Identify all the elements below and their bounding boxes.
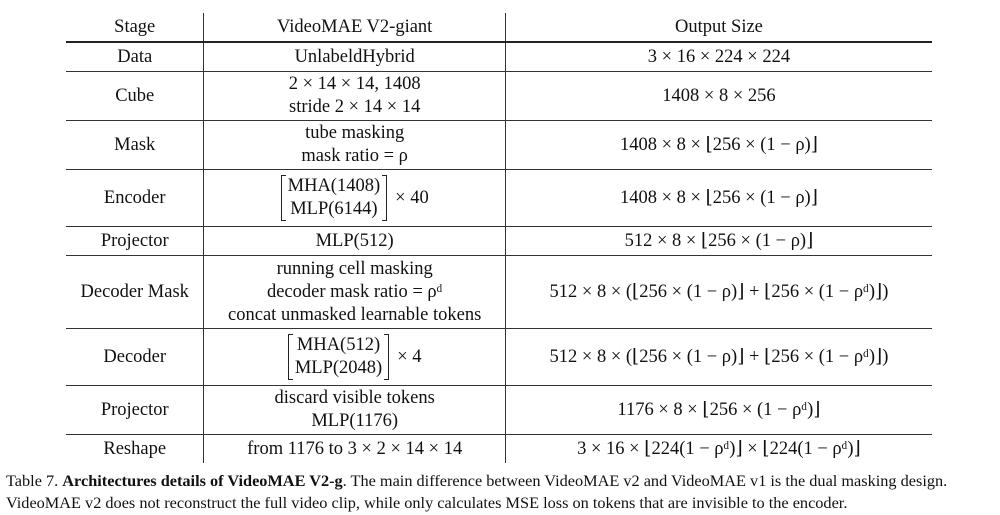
table-row: Data UnlabeldHybrid 3 × 16 × 224 × 224 xyxy=(66,42,932,72)
matrix-bracket: MHA(1408) MLP(6144) xyxy=(280,175,388,221)
config-line: decoder mask ratio = ρᵈ xyxy=(266,281,443,302)
caption-title: Architectures details of VideoMAE V2-g xyxy=(62,471,343,490)
config-line: stride 2 × 14 × 14 xyxy=(289,97,421,117)
table-row: Encoder MHA(1408) MLP(6144) × 40 1408 × … xyxy=(66,169,932,227)
config-cell: MHA(1408) MLP(6144) × 40 xyxy=(203,169,506,227)
output-cell: 512 × 8 × (⌊256 × (1 − ρ)⌋ + ⌊256 × (1 −… xyxy=(549,346,889,367)
table-row: Decoder MHA(512) MLP(2048) × 4 512 × 8 ×… xyxy=(66,328,932,386)
matrix-entry: MHA(512) xyxy=(296,335,381,355)
table-row: Decoder Mask running cell masking decode… xyxy=(66,255,932,329)
stage-cell: Decoder Mask xyxy=(80,281,189,302)
header-stage: Stage xyxy=(114,16,156,37)
config-cell: tube masking mask ratio = ρ xyxy=(203,120,506,170)
config-line: MLP(1176) xyxy=(311,411,399,431)
stage-cell: Cube xyxy=(115,85,155,106)
stage-cell: Projector xyxy=(100,230,169,251)
output-cell: 1408 × 8 × 256 xyxy=(662,85,776,106)
config-line: running cell masking xyxy=(276,258,433,279)
header-output-size: Output Size xyxy=(675,16,763,37)
table-row: Projector MLP(512) 512 × 8 × ⌊256 × (1 −… xyxy=(66,226,932,256)
config-line: discard visible tokens xyxy=(274,388,435,408)
config-line: tube masking xyxy=(305,123,405,143)
caption-text: . The main difference between VideoMAE v… xyxy=(6,471,948,512)
stage-cell: Projector xyxy=(100,399,169,420)
table-row: Cube 2 × 14 × 14, 1408 stride 2 × 14 × 1… xyxy=(66,71,932,121)
stage-cell: Reshape xyxy=(103,438,167,459)
matrix-entry: MLP(6144) xyxy=(290,199,378,219)
stage-cell: Decoder xyxy=(103,346,167,367)
matrix-bracket: MHA(512) MLP(2048) xyxy=(287,334,390,380)
output-cell: 3 × 16 × 224 × 224 xyxy=(647,46,791,67)
stage-cell: Data xyxy=(117,46,153,67)
matrix-entry: MLP(2048) xyxy=(294,358,383,378)
matrix-entry: MHA(1408) xyxy=(287,176,381,196)
output-cell: 1408 × 8 × ⌊256 × (1 − ρ)⌋ xyxy=(619,187,818,208)
matrix-multiplier: × 4 xyxy=(397,346,422,367)
config-cell: running cell masking decoder mask ratio … xyxy=(203,255,506,329)
config-cell: MLP(512) xyxy=(203,226,506,256)
architecture-table: Stage VideoMAE V2-giant Output Size Data… xyxy=(66,13,932,463)
caption-label: Table 7. xyxy=(6,471,59,490)
config-line: from 1176 to 3 × 2 × 14 × 14 xyxy=(247,438,463,459)
table-row: Projector discard visible tokens MLP(117… xyxy=(66,385,932,435)
stage-cell: Mask xyxy=(114,134,156,155)
table-row: Mask tube masking mask ratio = ρ 1408 × … xyxy=(66,120,932,170)
config-line: UnlabeldHybrid xyxy=(294,46,415,67)
table-row: Reshape from 1176 to 3 × 2 × 14 × 14 3 ×… xyxy=(66,434,932,463)
table-header-row: Stage VideoMAE V2-giant Output Size xyxy=(66,13,932,42)
output-cell: 3 × 16 × ⌊224(1 − ρᵈ)⌋ × ⌊224(1 − ρᵈ)⌋ xyxy=(577,438,861,459)
output-cell: 1408 × 8 × ⌊256 × (1 − ρ)⌋ xyxy=(619,134,818,155)
config-cell: discard visible tokens MLP(1176) xyxy=(203,385,506,435)
config-line: 2 × 14 × 14, 1408 xyxy=(288,74,421,94)
config-cell: 2 × 14 × 14, 1408 stride 2 × 14 × 14 xyxy=(203,71,506,121)
stage-cell: Encoder xyxy=(103,187,166,208)
output-cell: 512 × 8 × (⌊256 × (1 − ρ)⌋ + ⌊256 × (1 −… xyxy=(549,281,889,302)
config-line: mask ratio = ρ xyxy=(301,146,408,166)
output-cell: 512 × 8 × ⌊256 × (1 − ρ)⌋ xyxy=(624,230,814,251)
block-matrix: MHA(512) MLP(2048) × 4 xyxy=(287,334,422,380)
config-cell: UnlabeldHybrid xyxy=(203,42,506,72)
config-line: concat unmasked learnable tokens xyxy=(228,304,482,325)
header-config: VideoMAE V2-giant xyxy=(203,13,506,42)
output-cell: 1176 × 8 × ⌊256 × (1 − ρᵈ)⌋ xyxy=(617,399,821,420)
config-line: MLP(512) xyxy=(315,230,394,251)
table-caption: Table 7. Architectures details of VideoM… xyxy=(6,470,996,514)
block-matrix: MHA(1408) MLP(6144) × 40 xyxy=(280,175,429,221)
config-cell: from 1176 to 3 × 2 × 14 × 14 xyxy=(203,434,506,463)
config-cell: MHA(512) MLP(2048) × 4 xyxy=(203,328,506,386)
matrix-multiplier: × 40 xyxy=(395,187,429,208)
